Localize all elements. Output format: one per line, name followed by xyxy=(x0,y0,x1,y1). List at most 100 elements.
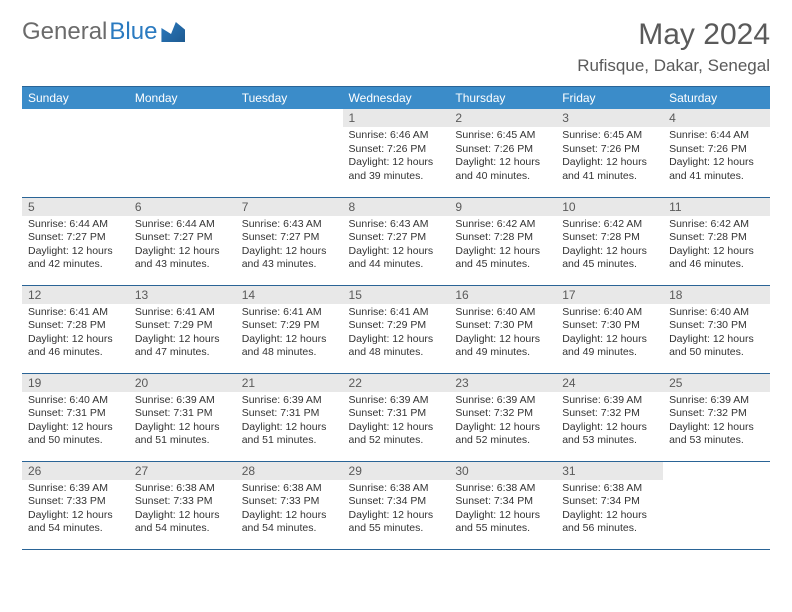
day-info: Sunrise: 6:39 AMSunset: 7:32 PMDaylight:… xyxy=(663,392,770,453)
calendar-day-cell: 1Sunrise: 6:46 AMSunset: 7:26 PMDaylight… xyxy=(343,109,450,197)
day-info: Sunrise: 6:45 AMSunset: 7:26 PMDaylight:… xyxy=(556,127,663,188)
day-number: 21 xyxy=(236,374,343,392)
day-info: Sunrise: 6:38 AMSunset: 7:33 PMDaylight:… xyxy=(236,480,343,541)
calendar-day-cell xyxy=(129,109,236,197)
day-info: Sunrise: 6:40 AMSunset: 7:30 PMDaylight:… xyxy=(556,304,663,365)
calendar-week-row: 12Sunrise: 6:41 AMSunset: 7:28 PMDayligh… xyxy=(22,285,770,373)
day-info-line: Sunrise: 6:38 AM xyxy=(455,482,550,496)
calendar-day-cell: 21Sunrise: 6:39 AMSunset: 7:31 PMDayligh… xyxy=(236,373,343,461)
day-info-line: Daylight: 12 hours xyxy=(28,333,123,347)
day-info-line: Sunrise: 6:43 AM xyxy=(349,218,444,232)
calendar-day-cell: 2Sunrise: 6:45 AMSunset: 7:26 PMDaylight… xyxy=(449,109,556,197)
calendar-day-cell: 6Sunrise: 6:44 AMSunset: 7:27 PMDaylight… xyxy=(129,197,236,285)
day-info-line: and 55 minutes. xyxy=(455,522,550,536)
day-number: 9 xyxy=(449,198,556,216)
day-info-line: Sunrise: 6:40 AM xyxy=(28,394,123,408)
weekday-header: Friday xyxy=(556,87,663,110)
day-info-line: Sunrise: 6:41 AM xyxy=(135,306,230,320)
day-number: 26 xyxy=(22,462,129,480)
day-info-line: Sunset: 7:33 PM xyxy=(28,495,123,509)
day-info-line: Daylight: 12 hours xyxy=(562,421,657,435)
day-info-line: Daylight: 12 hours xyxy=(242,333,337,347)
day-number: 28 xyxy=(236,462,343,480)
day-number: 18 xyxy=(663,286,770,304)
day-info-line: Daylight: 12 hours xyxy=(455,509,550,523)
day-info-line: Sunrise: 6:39 AM xyxy=(669,394,764,408)
logo-text-part1: General xyxy=(22,18,107,46)
day-info-line: Sunrise: 6:39 AM xyxy=(242,394,337,408)
day-info-line: Sunrise: 6:38 AM xyxy=(349,482,444,496)
day-info: Sunrise: 6:44 AMSunset: 7:26 PMDaylight:… xyxy=(663,127,770,188)
day-info-line: Sunset: 7:34 PM xyxy=(455,495,550,509)
day-number: 22 xyxy=(343,374,450,392)
calendar-day-cell: 11Sunrise: 6:42 AMSunset: 7:28 PMDayligh… xyxy=(663,197,770,285)
day-info-line: Sunset: 7:27 PM xyxy=(135,231,230,245)
calendar-day-cell: 12Sunrise: 6:41 AMSunset: 7:28 PMDayligh… xyxy=(22,285,129,373)
day-number: 7 xyxy=(236,198,343,216)
calendar-day-cell: 9Sunrise: 6:42 AMSunset: 7:28 PMDaylight… xyxy=(449,197,556,285)
day-number: 10 xyxy=(556,198,663,216)
day-info: Sunrise: 6:41 AMSunset: 7:29 PMDaylight:… xyxy=(343,304,450,365)
day-info-line: Sunset: 7:26 PM xyxy=(669,143,764,157)
calendar-day-cell xyxy=(22,109,129,197)
calendar-day-cell: 31Sunrise: 6:38 AMSunset: 7:34 PMDayligh… xyxy=(556,461,663,549)
calendar-day-cell: 24Sunrise: 6:39 AMSunset: 7:32 PMDayligh… xyxy=(556,373,663,461)
day-info-line: Sunset: 7:28 PM xyxy=(562,231,657,245)
day-info-line: and 45 minutes. xyxy=(562,258,657,272)
day-info-line: and 42 minutes. xyxy=(28,258,123,272)
day-info-line: Sunrise: 6:42 AM xyxy=(455,218,550,232)
day-number: 6 xyxy=(129,198,236,216)
day-info: Sunrise: 6:40 AMSunset: 7:31 PMDaylight:… xyxy=(22,392,129,453)
day-info: Sunrise: 6:39 AMSunset: 7:31 PMDaylight:… xyxy=(343,392,450,453)
day-info-line: Daylight: 12 hours xyxy=(135,421,230,435)
day-number: 12 xyxy=(22,286,129,304)
day-info: Sunrise: 6:44 AMSunset: 7:27 PMDaylight:… xyxy=(129,216,236,277)
day-info: Sunrise: 6:39 AMSunset: 7:31 PMDaylight:… xyxy=(236,392,343,453)
weekday-header: Thursday xyxy=(449,87,556,110)
day-info: Sunrise: 6:42 AMSunset: 7:28 PMDaylight:… xyxy=(449,216,556,277)
day-info-line: Daylight: 12 hours xyxy=(242,421,337,435)
day-info-line: Sunset: 7:32 PM xyxy=(562,407,657,421)
day-info: Sunrise: 6:39 AMSunset: 7:32 PMDaylight:… xyxy=(449,392,556,453)
day-info-line: Daylight: 12 hours xyxy=(455,333,550,347)
day-info-line: Sunrise: 6:42 AM xyxy=(562,218,657,232)
calendar-day-cell: 19Sunrise: 6:40 AMSunset: 7:31 PMDayligh… xyxy=(22,373,129,461)
day-info: Sunrise: 6:38 AMSunset: 7:33 PMDaylight:… xyxy=(129,480,236,541)
day-info-line: and 46 minutes. xyxy=(28,346,123,360)
day-info-line: Daylight: 12 hours xyxy=(562,245,657,259)
day-info-line: Daylight: 12 hours xyxy=(669,421,764,435)
day-info-line: and 54 minutes. xyxy=(28,522,123,536)
day-info: Sunrise: 6:42 AMSunset: 7:28 PMDaylight:… xyxy=(556,216,663,277)
day-info-line: Daylight: 12 hours xyxy=(562,333,657,347)
day-info-line: and 54 minutes. xyxy=(242,522,337,536)
day-info-line: Sunset: 7:32 PM xyxy=(669,407,764,421)
location-subtitle: Rufisque, Dakar, Senegal xyxy=(577,56,770,76)
calendar-day-cell: 7Sunrise: 6:43 AMSunset: 7:27 PMDaylight… xyxy=(236,197,343,285)
day-info-line: and 54 minutes. xyxy=(135,522,230,536)
day-info-line: and 53 minutes. xyxy=(669,434,764,448)
day-number: 13 xyxy=(129,286,236,304)
day-number: 31 xyxy=(556,462,663,480)
calendar-day-cell: 4Sunrise: 6:44 AMSunset: 7:26 PMDaylight… xyxy=(663,109,770,197)
day-info-line: Sunset: 7:32 PM xyxy=(455,407,550,421)
day-info-line: Sunset: 7:33 PM xyxy=(242,495,337,509)
calendar-day-cell: 5Sunrise: 6:44 AMSunset: 7:27 PMDaylight… xyxy=(22,197,129,285)
day-info-line: Daylight: 12 hours xyxy=(242,509,337,523)
weekday-header: Wednesday xyxy=(343,87,450,110)
day-info-line: Daylight: 12 hours xyxy=(135,509,230,523)
day-info-line: Sunrise: 6:39 AM xyxy=(562,394,657,408)
day-number: 16 xyxy=(449,286,556,304)
day-info-line: and 49 minutes. xyxy=(455,346,550,360)
day-info-line: Daylight: 12 hours xyxy=(135,333,230,347)
day-info-line: Daylight: 12 hours xyxy=(135,245,230,259)
day-info-line: Sunrise: 6:38 AM xyxy=(135,482,230,496)
weekday-header: Sunday xyxy=(22,87,129,110)
calendar-week-row: 26Sunrise: 6:39 AMSunset: 7:33 PMDayligh… xyxy=(22,461,770,549)
day-number: 27 xyxy=(129,462,236,480)
calendar-day-cell: 14Sunrise: 6:41 AMSunset: 7:29 PMDayligh… xyxy=(236,285,343,373)
day-info-line: and 48 minutes. xyxy=(242,346,337,360)
day-info-line: Sunset: 7:27 PM xyxy=(242,231,337,245)
day-info: Sunrise: 6:38 AMSunset: 7:34 PMDaylight:… xyxy=(556,480,663,541)
day-number: 20 xyxy=(129,374,236,392)
day-info-line: Sunset: 7:26 PM xyxy=(349,143,444,157)
